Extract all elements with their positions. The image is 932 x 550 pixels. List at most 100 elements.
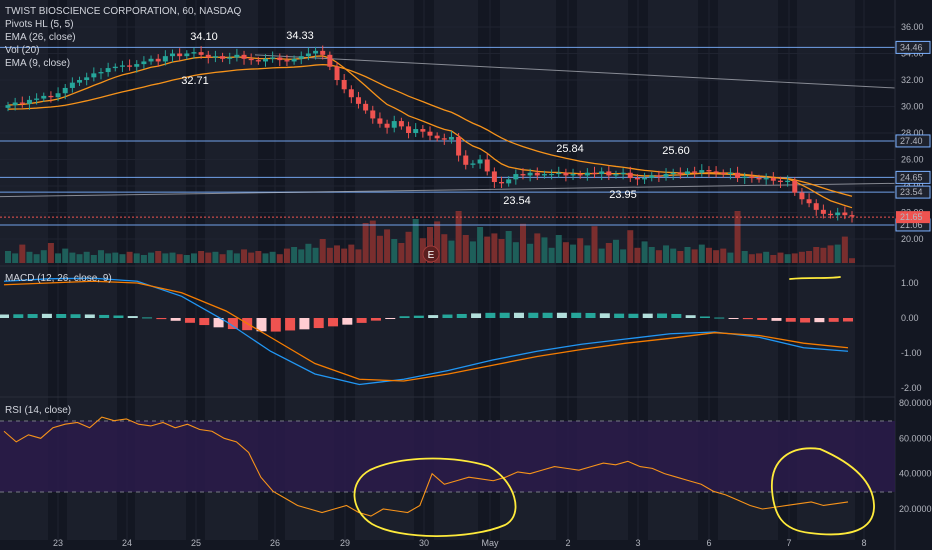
macd-histogram-bar: [528, 312, 539, 318]
candle-body: [334, 66, 340, 80]
candle-body: [48, 95, 54, 98]
candle-body: [141, 61, 147, 65]
last-price-tag: [896, 211, 930, 224]
macd-histogram-bar: [342, 318, 353, 325]
legend-volume[interactable]: Vol (20): [5, 45, 39, 56]
price-axis-tick: 20.00: [901, 234, 924, 244]
volume-bar: [76, 254, 83, 263]
volume-bar: [784, 254, 791, 263]
candle-body: [198, 52, 204, 55]
volume-bar: [720, 248, 727, 263]
earnings-marker[interactable]: E: [422, 245, 440, 263]
rsi-axis-tick: 40.0000: [899, 469, 932, 479]
volume-bar: [355, 249, 362, 263]
candle-body: [105, 68, 111, 73]
price-line-tag-label: 21.06: [900, 220, 923, 230]
candle-body: [69, 82, 75, 88]
candle-body: [735, 172, 741, 179]
price-line-tag: [895, 170, 931, 184]
candle-body: [527, 172, 533, 176]
last-price-tag-label: 21.65: [900, 212, 923, 222]
volume-bar: [62, 248, 69, 263]
macd-histogram-bar: [142, 317, 153, 319]
candle-body: [241, 54, 247, 59]
volume-bar: [126, 251, 133, 263]
volume-bar: [291, 247, 298, 263]
candle-body: [477, 159, 483, 164]
candle-body: [491, 171, 497, 183]
volume-bar: [584, 245, 591, 263]
candle-body: [12, 102, 18, 106]
candle-body: [706, 170, 712, 172]
volume-bar: [312, 247, 319, 263]
candle-body: [370, 110, 376, 119]
price-axis-tick: 30.00: [901, 102, 924, 112]
candle-body: [391, 121, 397, 128]
macd-histogram-bar: [742, 318, 753, 320]
volume-bar: [133, 253, 140, 263]
macd-histogram-bar: [199, 318, 210, 326]
macd-histogram-bar: [70, 314, 81, 318]
macd-histogram-bar: [385, 318, 396, 319]
volume-bar: [734, 211, 741, 263]
legend-macd[interactable]: MACD (12, 26, close, 9): [5, 273, 112, 284]
macd-histogram-bar: [657, 313, 668, 318]
volume-bar: [605, 243, 612, 263]
candle-body: [148, 58, 154, 62]
candle-body: [699, 170, 705, 173]
volume-bar: [305, 243, 312, 263]
volume-bar: [713, 250, 720, 263]
volume-bar: [283, 248, 290, 263]
macd-histogram-bar: [428, 315, 439, 318]
volume-bar: [555, 235, 562, 263]
volume-bar: [298, 249, 305, 263]
macd-line: [3, 277, 849, 386]
candle-body: [649, 175, 655, 179]
volume-bar: [326, 247, 333, 263]
candle-body: [599, 171, 605, 175]
volume-bar: [233, 253, 240, 263]
volume-bar: [90, 255, 97, 263]
volume-bar: [391, 239, 398, 263]
macd-histogram-bar: [256, 318, 267, 332]
candle-body: [727, 172, 733, 175]
price-line-tag: [895, 185, 931, 199]
volume-bar: [334, 245, 341, 263]
volume-bars: [5, 211, 855, 263]
volume-bar: [648, 247, 655, 263]
candle-body: [298, 56, 304, 59]
macd-histogram-bar: [456, 313, 467, 318]
volume-bar: [534, 233, 541, 263]
macd-histogram-bar: [227, 318, 238, 330]
legend-ema26[interactable]: EMA (26, close): [5, 32, 76, 43]
volume-bar: [477, 227, 484, 263]
volume-bar: [655, 250, 662, 263]
volume-bar: [412, 219, 419, 263]
volume-bar: [12, 253, 19, 263]
volume-bar: [140, 255, 147, 263]
volume-bar: [212, 251, 219, 263]
legend-ema9[interactable]: EMA (9, close): [5, 58, 70, 69]
candle-body: [341, 80, 347, 90]
macd-histogram-bar: [843, 318, 853, 322]
candle-body: [84, 77, 90, 80]
earnings-label: E: [428, 250, 435, 261]
candle-body: [763, 178, 769, 180]
volume-bar: [705, 247, 712, 263]
macd-histogram-bar: [800, 318, 811, 323]
volume-bar: [570, 244, 577, 263]
macd-histogram-bar: [828, 318, 839, 322]
volume-bar: [670, 248, 677, 263]
price-axis-tick: 36.00: [901, 22, 924, 32]
time-axis-tick: 26: [270, 538, 280, 548]
candle-body: [448, 136, 454, 140]
ema26-line: [7, 63, 853, 197]
candle-body: [184, 53, 190, 57]
volume-bar: [455, 211, 462, 263]
macd-pane: [0, 277, 853, 386]
legend-pivots[interactable]: Pivots HL (5, 5): [5, 19, 74, 30]
legend-rsi[interactable]: RSI (14, close): [5, 405, 71, 416]
candle-body: [205, 54, 211, 58]
candle-body: [320, 50, 326, 55]
